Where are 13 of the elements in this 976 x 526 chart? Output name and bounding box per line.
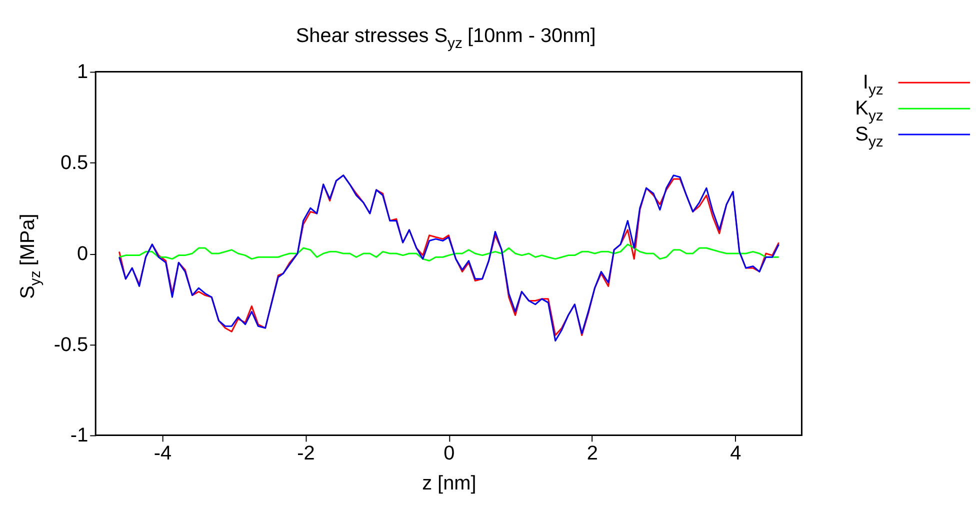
y-tick-label: -0.5 bbox=[54, 334, 88, 356]
x-tick-label: -4 bbox=[154, 442, 172, 465]
y-tick-label: 0.5 bbox=[60, 152, 88, 174]
y-tick-label: 1 bbox=[77, 61, 88, 84]
line-series bbox=[118, 244, 780, 262]
y-tick-label: 0 bbox=[77, 242, 88, 265]
y-axis-title: Syz [MPa] bbox=[16, 214, 44, 299]
x-tick-label: 4 bbox=[730, 442, 742, 465]
x-tick-label: 0 bbox=[444, 442, 455, 465]
y-tick-label: -1 bbox=[70, 424, 88, 447]
x-axis-title: z [nm] bbox=[422, 472, 476, 495]
x-tick-label: 2 bbox=[586, 442, 598, 465]
x-tick-label: -2 bbox=[297, 442, 315, 465]
